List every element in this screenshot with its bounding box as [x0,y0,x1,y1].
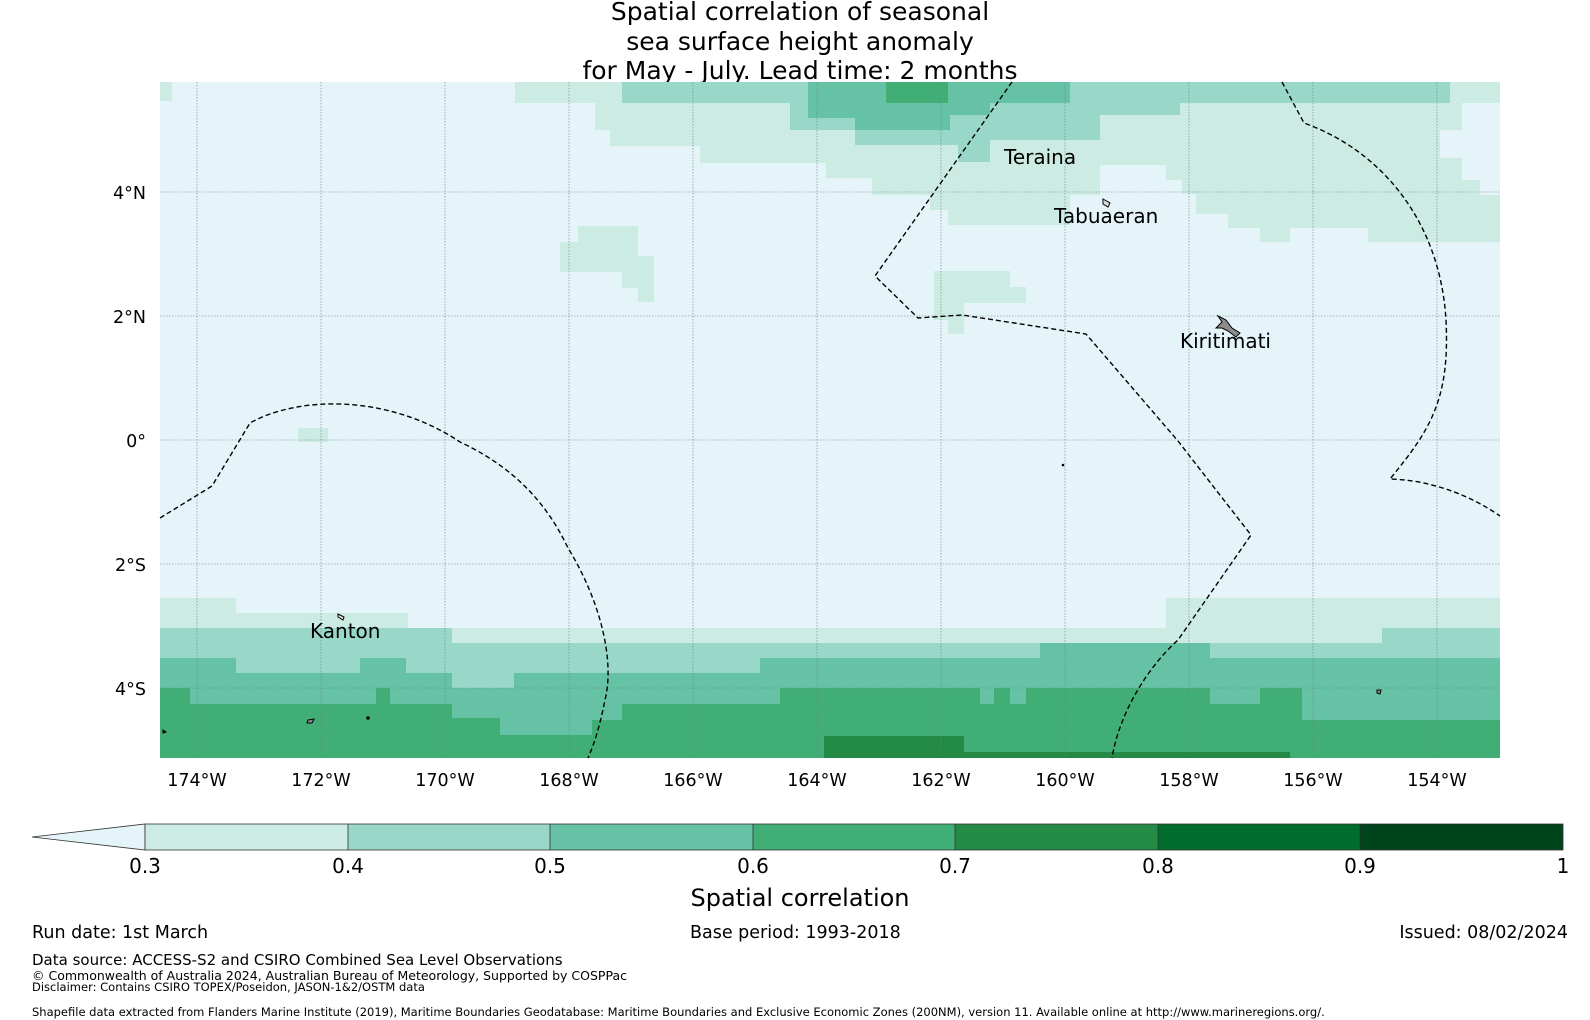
patch-0.6-0.7-south [160,688,1500,758]
eez-boundary-line-islands [874,81,1252,759]
place-label-teraina: Teraina [1003,145,1076,169]
colorbar-segment [348,824,550,850]
lon-tick-label: 166°W [663,771,722,791]
colorbar-segment [1360,824,1563,850]
colorbar-tick-labels: 0.3 0.4 0.5 0.6 0.7 0.8 0.9 1 [129,854,1569,878]
issued-date: Issued: 08/02/2024 [1399,923,1568,943]
patch-0.6-0.7-north [886,82,948,103]
lon-tick-label: 158°W [1159,771,1218,791]
patch-0.7-0.8-south [824,736,1290,758]
lon-tick-labels: 174°W 172°W 170°W 168°W 166°W 164°W 162°… [167,771,1466,791]
colorbar-tick-label: 0.7 [939,854,971,878]
reef-islet [162,729,168,734]
tabuaeran-island [1102,198,1111,208]
lon-tick-label: 174°W [167,771,226,791]
lon-tick-label: 172°W [291,771,350,791]
reef-islet [366,716,370,720]
eez-boundary-kanton [159,403,609,759]
reef-islet [306,718,315,724]
patch-0.3-0.4-north [515,82,1500,242]
disclaimer: Disclaimer: Contains CSIRO TOPEX/Poseido… [32,980,425,994]
reef-islet [1061,463,1065,467]
lon-tick-label: 170°W [415,771,474,791]
colorbar: 0.3 0.4 0.5 0.6 0.7 0.8 0.9 1 [31,823,1569,878]
lat-tick-label: 4°S [115,680,146,700]
base-period: Base period: 1993-2018 [690,923,901,943]
patch-central-west [560,226,654,302]
lon-tick-label: 164°W [787,771,846,791]
eez-boundaries [159,81,1501,759]
patch-0.3-0.4-corner [160,82,172,101]
lon-tick-label: 162°W [911,771,970,791]
colorbar-tick-label: 0.5 [534,854,566,878]
copyright: © Commonwealth of Australia 2024, Austra… [32,968,627,983]
colorbar-extend-triangle [31,823,146,851]
colorbar-tick-label: 0.9 [1344,854,1376,878]
patch-central-east [934,271,1026,334]
place-label-kanton: Kanton [310,619,380,643]
lon-tick-label: 156°W [1283,771,1342,791]
kanton-island [337,613,345,621]
lat-tick-label: 4°N [113,184,146,204]
title-line-2: sea surface height anomaly [626,26,974,56]
colorbar-segment [955,824,1158,850]
patch-equator-west [298,428,328,442]
lat-tick-labels: 4°N 2°N 0° 2°S 4°S [113,184,146,700]
run-date: Run date: 1st March [32,923,209,943]
lon-tick-label: 160°W [1035,771,1094,791]
colorbar-label: Spatial correlation [690,884,910,912]
correlation-patches [160,82,1500,758]
colorbar-tick-label: 0.6 [737,854,769,878]
colorbar-dividers [347,824,1361,850]
lat-tick-label: 2°S [115,556,146,576]
colorbar-segment [753,824,955,850]
title-line-3: for May - July. Lead time: 2 months [582,56,1018,85]
title-line-1: Spatial correlation of seasonal [610,0,990,26]
reef-islet [1376,689,1382,695]
lat-tick-label: 0° [126,432,146,452]
colorbar-segment [1158,824,1360,850]
gridlines [160,82,1500,758]
place-labels: Teraina Tabuaeran Kiritimati Kanton [310,145,1271,643]
lon-tick-label: 168°W [539,771,598,791]
patch-0.5-0.6-north [808,82,1070,130]
place-label-kiritimati: Kiritimati [1180,329,1271,353]
colorbar-outline [144,823,1564,851]
kiritimati-island [1214,314,1241,338]
data-source: Data source: ACCESS-S2 and CSIRO Combine… [32,951,563,969]
colorbar-tick-label: 0.3 [129,854,161,878]
colorbar-tick-label: 1 [1557,854,1570,878]
islands [162,198,1382,734]
colorbar-segment [145,824,348,850]
map-title: Spatial correlation of seasonal sea surf… [500,0,1100,86]
eez-boundary-east [1281,81,1501,517]
colorbar-segment [550,824,753,850]
shapefile-credit: Shapefile data extracted from Flanders M… [32,1005,1325,1019]
colorbar-tick-label: 0.8 [1142,854,1174,878]
lon-tick-label: 154°W [1407,771,1466,791]
place-label-tabuaeran: Tabuaeran [1053,204,1158,228]
lat-tick-label: 2°N [113,308,146,328]
colorbar-tick-label: 0.4 [332,854,364,878]
